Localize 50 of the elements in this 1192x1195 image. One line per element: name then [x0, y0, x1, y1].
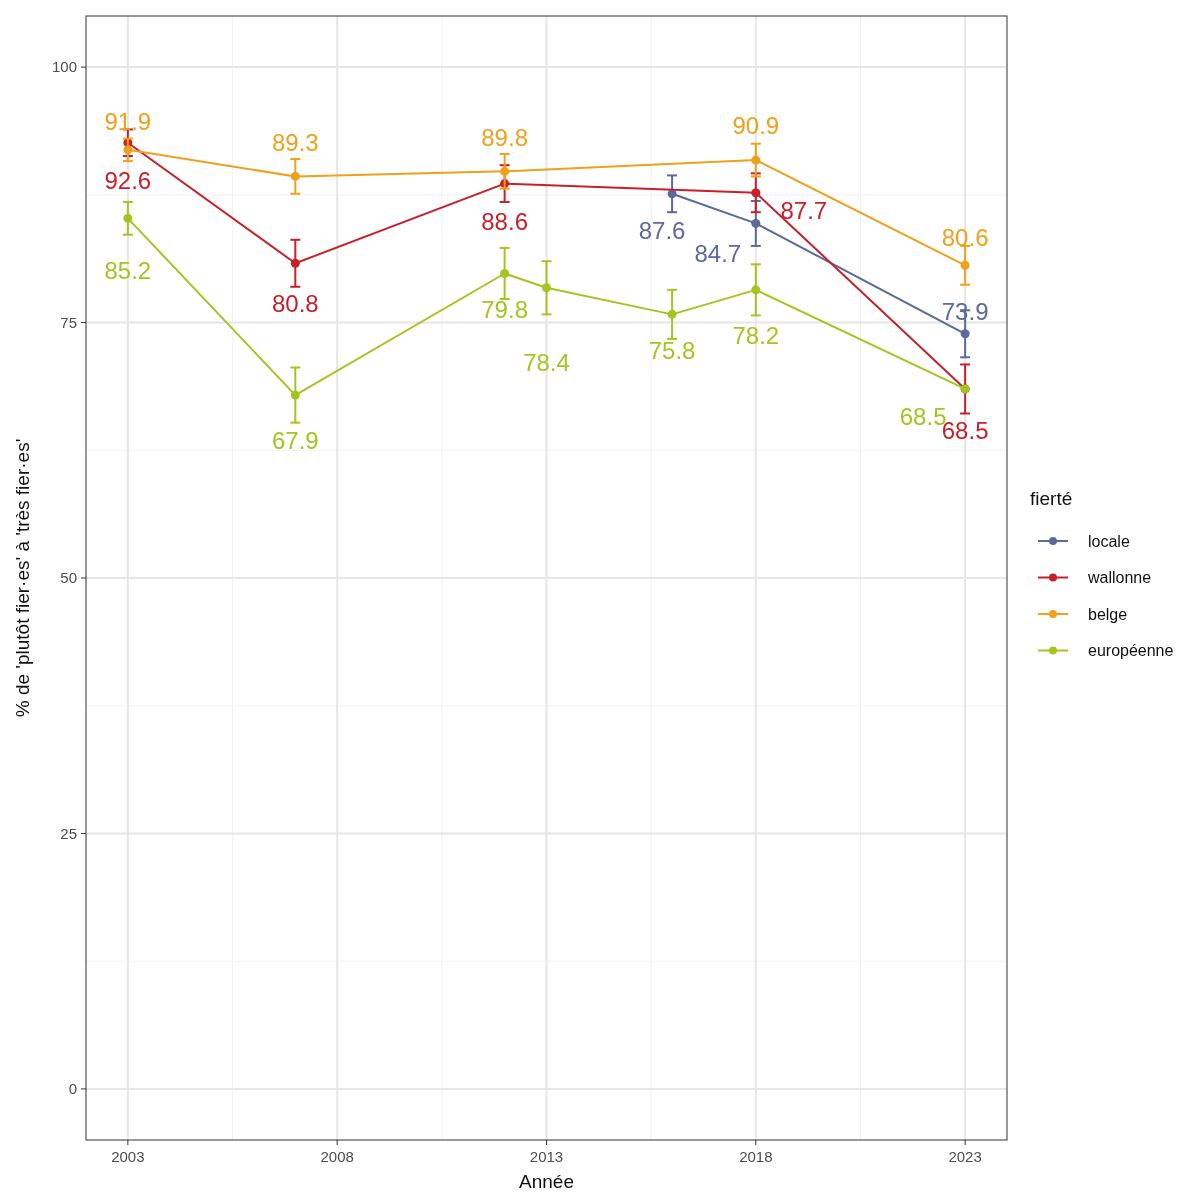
- legend-label: wallonne: [1087, 569, 1152, 587]
- x-tick-label: 2013: [529, 1148, 564, 1165]
- point: [290, 171, 300, 181]
- y-tick-label: 25: [60, 824, 77, 842]
- point: [123, 213, 133, 223]
- legend-label: européenne: [1088, 642, 1174, 660]
- data-label: 78.4: [523, 349, 570, 377]
- x-tick-label: 2018: [739, 1148, 773, 1165]
- data-label: 90.9: [732, 112, 780, 140]
- point: [960, 329, 970, 339]
- point: [751, 285, 761, 295]
- data-label: 89.3: [271, 128, 319, 156]
- point: [123, 145, 133, 155]
- point: [542, 283, 551, 293]
- y-tick-label: 0: [68, 1080, 77, 1098]
- y-tick-label: 75: [60, 313, 77, 331]
- point: [667, 309, 677, 319]
- data-label: 79.8: [481, 295, 528, 323]
- data-label: 80.6: [941, 223, 989, 251]
- x-tick-label: 2008: [320, 1148, 354, 1165]
- data-label: 80.8: [271, 289, 319, 317]
- data-label: 88.6: [481, 207, 528, 235]
- point: [290, 258, 300, 268]
- data-label: 85.2: [104, 256, 152, 284]
- x-axis-title: Année: [519, 1171, 574, 1192]
- x-tick-label: 2023: [948, 1148, 982, 1165]
- legend-label: locale: [1088, 532, 1130, 550]
- y-tick-label: 100: [51, 58, 77, 76]
- point: [751, 188, 761, 198]
- data-label: 87.6: [638, 217, 686, 245]
- data-label: 89.8: [481, 123, 528, 151]
- point: [751, 218, 761, 228]
- y-tick-label: 50: [60, 569, 77, 587]
- data-label: 91.9: [104, 108, 152, 136]
- data-label: 78.2: [732, 322, 780, 350]
- legend-title: fierté: [1030, 487, 1073, 509]
- data-label: 84.7: [694, 239, 742, 267]
- point: [960, 260, 970, 270]
- data-label: 87.7: [780, 197, 828, 225]
- data-label: 67.9: [271, 427, 319, 455]
- x-tick-label: 2003: [111, 1148, 145, 1165]
- legend-label: belge: [1088, 605, 1128, 623]
- point: [751, 155, 761, 165]
- point: [290, 390, 300, 400]
- point: [500, 166, 510, 176]
- point: [500, 269, 510, 278]
- data-label: 92.6: [104, 167, 152, 195]
- data-label: 75.8: [648, 336, 696, 364]
- y-axis-title: % de 'plutôt fier·es' à 'très fier·es': [11, 438, 33, 718]
- data-label: 73.9: [941, 298, 989, 326]
